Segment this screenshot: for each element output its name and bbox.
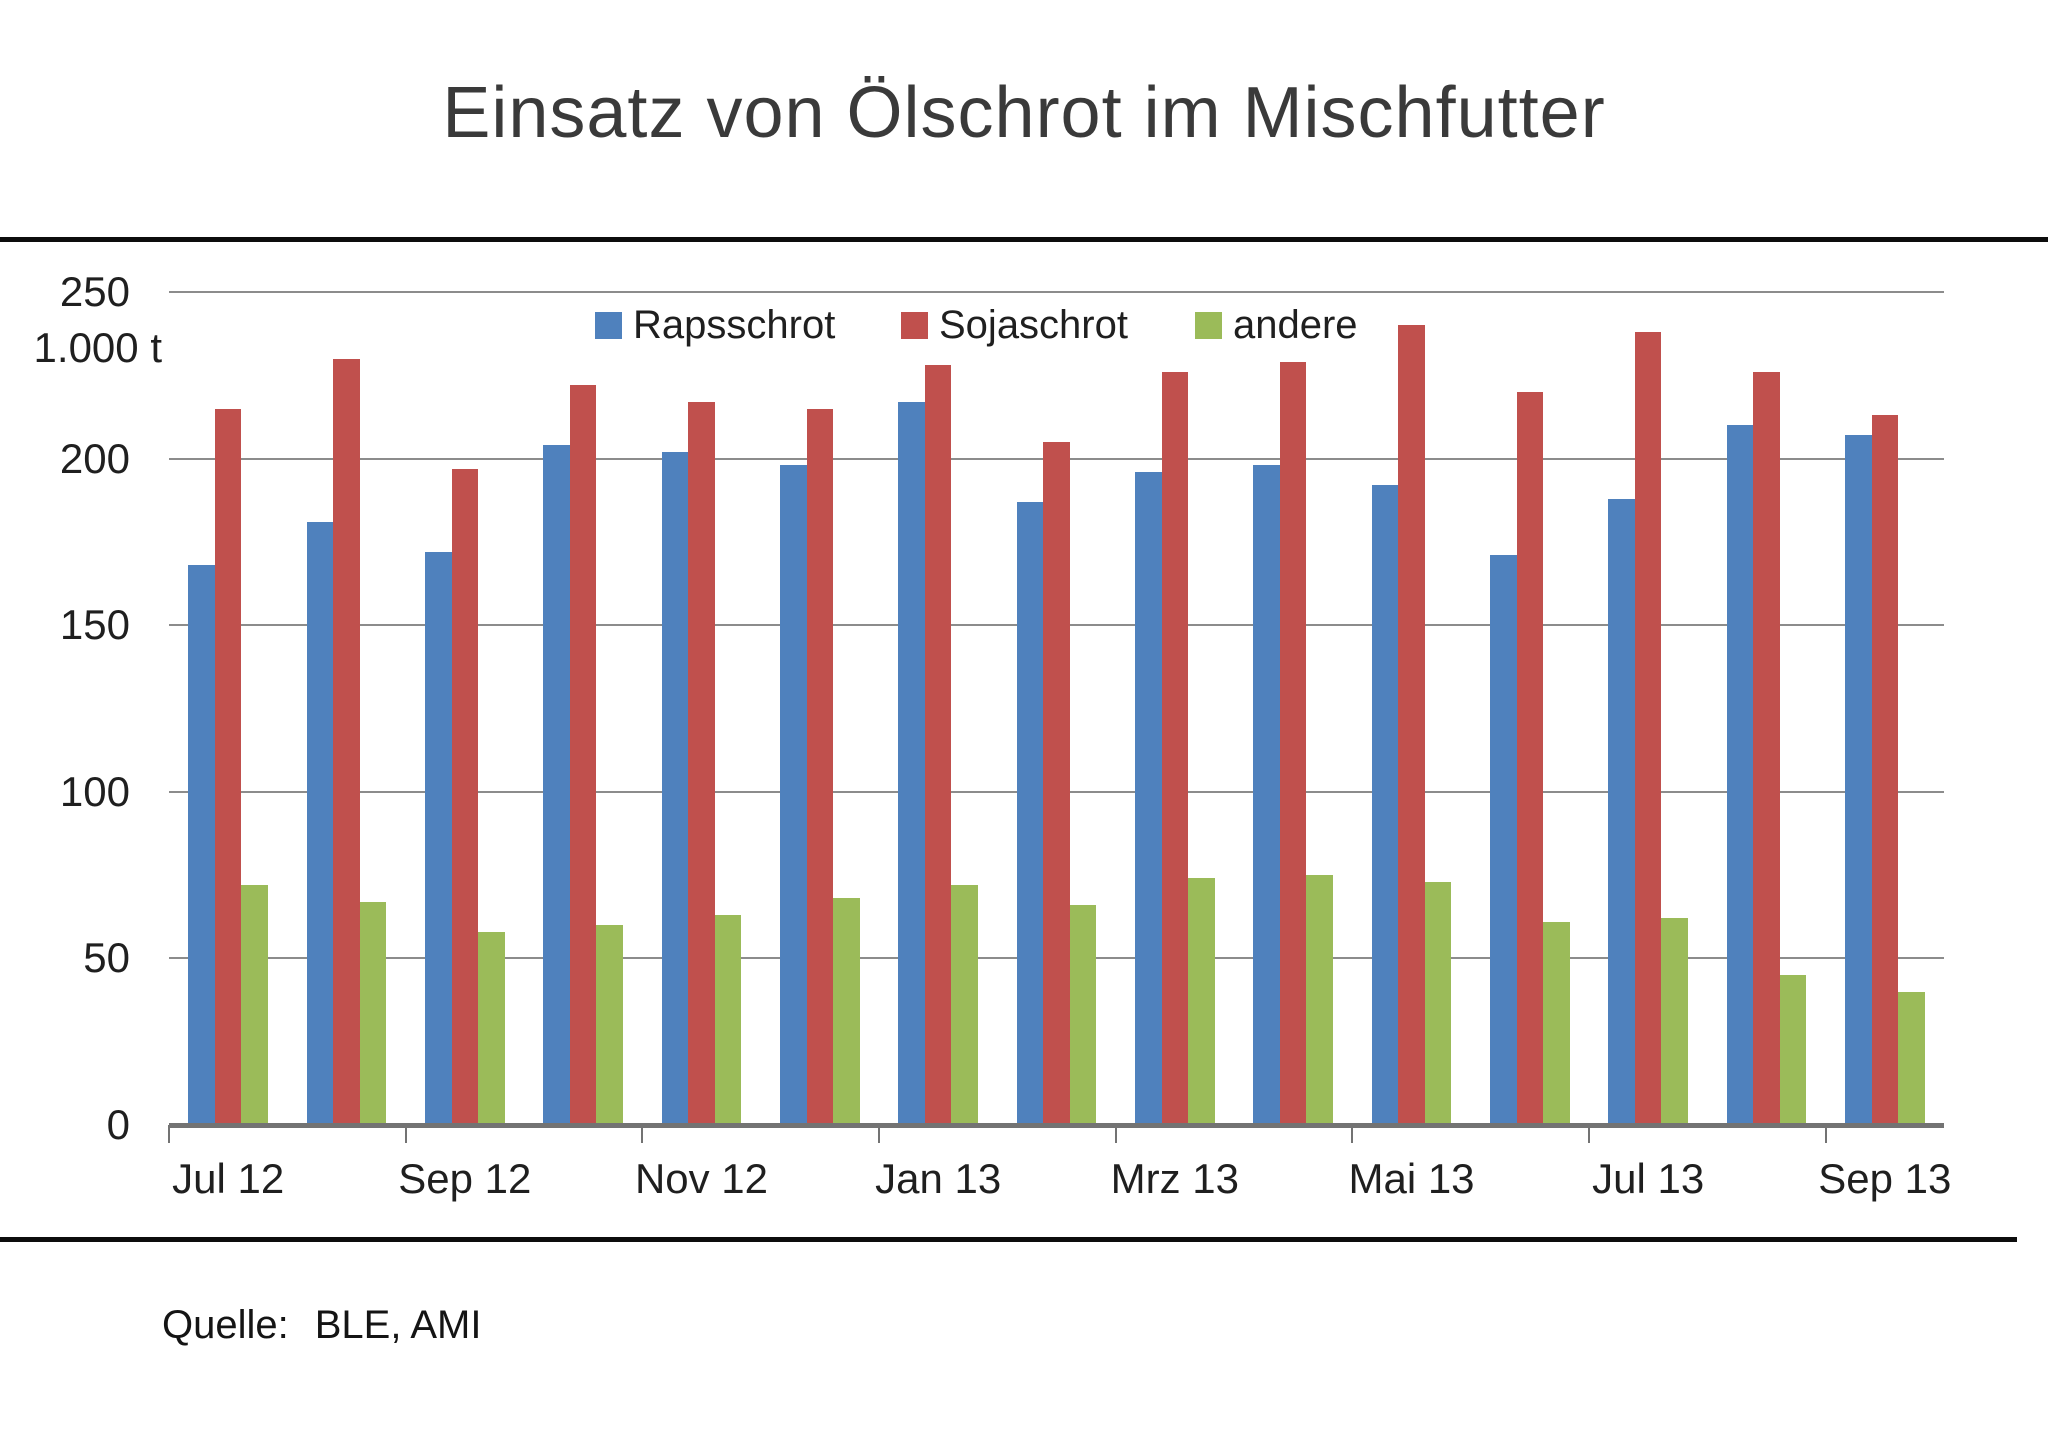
bar-andere-okt-12: [596, 925, 623, 1125]
bar-rapsschrot-feb-13: [1016, 501, 1044, 1125]
bar-andere-jul-13: [1661, 918, 1688, 1125]
bar-rapsschrot-sep-13: [1845, 435, 1872, 1125]
x-tick-label-jul-12: Jul 12: [172, 1155, 285, 1202]
bar-sojaschrot-sep-12: [451, 468, 479, 1125]
x-tick-5: [1351, 1125, 1354, 1143]
bar-rapsschrot-jul-12: [188, 565, 215, 1125]
bar-andere-aug-12: [359, 901, 387, 1125]
bar-sojaschrot-jun-13: [1516, 391, 1544, 1125]
bar-andere-apr-13: [1306, 875, 1333, 1125]
bar-rapsschrot-sep-12: [425, 551, 452, 1125]
legend-item-rapsschrot: Rapsschrot: [595, 303, 835, 347]
source-line: Quelle: BLE, AMI: [162, 1303, 482, 1348]
legend-label-rapsschrot: Rapsschrot: [633, 302, 836, 347]
x-tick-1: [404, 1125, 407, 1143]
bar-sojaschrot-jan-13: [924, 365, 952, 1125]
y-tick-label-250: 250: [59, 268, 130, 315]
x-tick-6: [1588, 1125, 1590, 1143]
bottom-border-line: [0, 1237, 2017, 1242]
x-tick-label-nov-12: Nov 12: [634, 1155, 769, 1202]
x-tick-7: [1824, 1125, 1827, 1143]
bar-sojaschrot-jul-13: [1634, 331, 1662, 1125]
bar-sojaschrot-feb-13: [1043, 441, 1070, 1125]
bar-andere-jun-13: [1543, 921, 1570, 1125]
bar-andere-jul-12: [241, 885, 268, 1125]
x-tick-label-sep-13: Sep 13: [1818, 1155, 1952, 1202]
bar-sojaschrot-mrz-13: [1161, 371, 1189, 1125]
y-tick-label-150: 150: [59, 601, 130, 649]
bar-andere-feb-13: [1069, 905, 1097, 1125]
bar-rapsschrot-jan-13: [898, 401, 925, 1125]
legend-item-sojaschrot: Sojaschrot: [901, 303, 1128, 347]
legend-label-andere: andere: [1233, 302, 1358, 347]
bar-rapsschrot-jun-13: [1490, 555, 1517, 1125]
x-tick-label-mai-13: Mai 13: [1348, 1155, 1475, 1202]
bar-rapsschrot-nov-12: [661, 451, 689, 1125]
gridline-250: [169, 291, 1944, 293]
x-tick-label-jul-13: Jul 13: [1592, 1155, 1705, 1202]
bar-andere-dez-12: [833, 898, 860, 1125]
bar-sojaschrot-dez-12: [806, 408, 834, 1125]
bar-sojaschrot-sep-13: [1871, 415, 1899, 1125]
y-tick-label-200: 200: [59, 434, 130, 482]
legend: Rapsschrot Sojaschrot andere: [0, 303, 2048, 347]
source-label: Quelle:: [162, 1303, 289, 1347]
source-value: BLE, AMI: [314, 1303, 482, 1347]
top-border-line: [0, 237, 2048, 242]
y-tick-label-50: 50: [83, 934, 130, 982]
x-axis-line: [169, 1123, 1944, 1128]
bar-andere-mrz-13: [1188, 878, 1215, 1125]
bar-andere-mai-13: [1424, 881, 1452, 1125]
bar-rapsschrot-aug-12: [306, 521, 334, 1125]
bar-andere-jan-13: [951, 885, 978, 1125]
bar-rapsschrot-mrz-13: [1135, 471, 1162, 1125]
bar-sojaschrot-aug-13: [1753, 371, 1780, 1125]
bar-sojaschrot-jul-12: [214, 408, 242, 1125]
x-tick-4: [1114, 1125, 1117, 1143]
bar-sojaschrot-aug-12: [333, 358, 360, 1125]
bar-rapsschrot-jul-13: [1608, 498, 1635, 1125]
legend-label-sojaschrot: Sojaschrot: [939, 302, 1128, 347]
bar-andere-nov-12: [714, 915, 742, 1125]
x-tick-label-jan-13: Jan 13: [875, 1155, 1002, 1202]
andere-swatch-icon: [1195, 311, 1222, 339]
bar-sojaschrot-nov-12: [688, 401, 715, 1125]
bar-andere-sep-13: [1898, 991, 1925, 1125]
chart-title: Einsatz von Ölschrot im Mischfutter: [442, 73, 1606, 153]
x-tick-0: [168, 1125, 170, 1143]
bar-sojaschrot-apr-13: [1279, 361, 1307, 1125]
bar-rapsschrot-aug-13: [1726, 425, 1754, 1125]
x-tick-3: [878, 1125, 880, 1143]
y-axis-unit-label: 1.000 t: [33, 324, 162, 371]
bar-andere-sep-12: [478, 931, 505, 1125]
bar-rapsschrot-mai-13: [1371, 485, 1399, 1125]
y-tick-label-100: 100: [59, 767, 130, 815]
bar-sojaschrot-mai-13: [1398, 325, 1425, 1125]
x-tick-label-mrz-13: Mrz 13: [1110, 1155, 1239, 1202]
rapsschrot-swatch-icon: [595, 311, 622, 339]
sojaschrot-swatch-icon: [901, 311, 928, 339]
bar-andere-aug-13: [1779, 975, 1807, 1125]
bar-rapsschrot-apr-13: [1253, 465, 1280, 1125]
x-tick-2: [641, 1125, 644, 1143]
x-tick-label-sep-12: Sep 12: [398, 1155, 532, 1202]
bar-sojaschrot-okt-12: [569, 385, 597, 1125]
y-tick-label-0: 0: [106, 1101, 130, 1148]
legend-item-andere: andere: [1195, 303, 1358, 347]
bar-rapsschrot-dez-12: [780, 465, 807, 1125]
bar-rapsschrot-okt-12: [543, 445, 570, 1125]
